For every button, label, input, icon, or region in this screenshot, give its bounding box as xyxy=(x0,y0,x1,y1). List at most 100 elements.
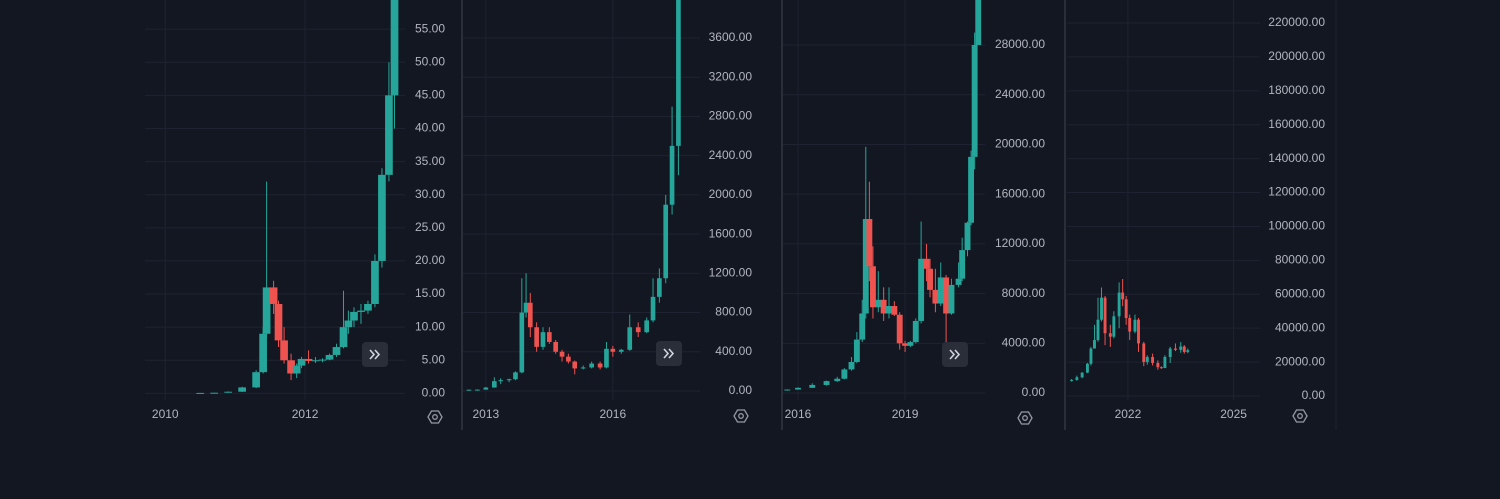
candle-body xyxy=(547,332,552,342)
candle-body xyxy=(498,380,503,382)
candle-body xyxy=(795,387,801,390)
candle-body xyxy=(1108,333,1112,337)
candle-body xyxy=(891,306,898,315)
x-tick-label: 2025 xyxy=(1220,407,1247,421)
scroll-button[interactable] xyxy=(656,341,682,366)
y-tick-label: 0.00 xyxy=(729,383,753,397)
candle-body xyxy=(809,384,816,388)
candle-body xyxy=(907,342,914,346)
candle-body xyxy=(506,379,512,381)
candle-body xyxy=(364,303,372,311)
x-tick-label: 2022 xyxy=(1115,407,1142,421)
candle-body xyxy=(862,219,869,314)
y-tick-label: 3200.00 xyxy=(709,69,753,83)
candle-body xyxy=(927,268,933,290)
candle-body xyxy=(274,303,283,341)
y-tick-label: 45.00 xyxy=(415,88,445,102)
candle-body xyxy=(650,296,656,321)
candle-body xyxy=(669,145,675,205)
candle-body xyxy=(859,313,866,340)
y-tick-label: 55.00 xyxy=(415,21,445,35)
candle-body xyxy=(287,360,295,374)
candle-body xyxy=(912,320,919,343)
candle-body xyxy=(937,277,944,304)
candle-body xyxy=(519,312,525,373)
y-tick-label: 4000.00 xyxy=(1002,335,1046,349)
candle-body xyxy=(344,320,353,328)
candle-body xyxy=(663,204,669,279)
candle-body xyxy=(280,340,288,361)
candle-body xyxy=(371,260,379,304)
candle-body xyxy=(332,347,341,355)
y-tick-label: 30.00 xyxy=(415,187,445,201)
y-tick-label: 200000.00 xyxy=(1268,49,1325,63)
candle-body xyxy=(823,381,830,385)
x-tick-label: 2013 xyxy=(473,407,500,421)
candle-body xyxy=(841,369,848,379)
y-tick-label: 10.00 xyxy=(415,319,445,333)
candle-body xyxy=(948,284,955,314)
candle-body xyxy=(902,343,909,346)
candles xyxy=(466,0,681,391)
y-tick-label: 35.00 xyxy=(415,154,445,168)
y-tick-label: 0.00 xyxy=(422,386,446,400)
candle-body xyxy=(1089,348,1093,364)
candle-body xyxy=(566,356,571,362)
candle-body xyxy=(553,341,559,352)
y-tick-label: 16000.00 xyxy=(995,186,1045,200)
candles xyxy=(1070,279,1190,382)
y-tick-label: 180000.00 xyxy=(1268,83,1325,97)
candle-body xyxy=(1133,319,1137,332)
candle-body xyxy=(325,354,334,360)
scroll-button[interactable] xyxy=(362,342,388,367)
y-tick-label: 400.00 xyxy=(715,344,752,358)
candle-body xyxy=(918,258,925,321)
candle-body xyxy=(1100,297,1103,320)
candle-body xyxy=(644,320,650,333)
candle-body xyxy=(1117,292,1121,317)
candle-body xyxy=(1145,357,1149,363)
candle-body xyxy=(923,258,930,269)
candle-body xyxy=(297,358,306,366)
candle-body xyxy=(269,287,278,304)
y-tick-label: 50.00 xyxy=(415,54,445,68)
scroll-button[interactable] xyxy=(942,342,968,367)
x-tick-label: 2016 xyxy=(785,407,812,421)
settings-icon[interactable] xyxy=(427,410,443,424)
candle-body xyxy=(466,389,472,391)
y-tick-label: 2000.00 xyxy=(709,187,753,201)
chart-panel: 0.00 20000.00 40000.00 60000.00 80000.00 1000… xyxy=(1067,0,1325,421)
candle-body xyxy=(635,327,641,333)
y-tick-label: 120000.00 xyxy=(1268,185,1325,199)
candle-body xyxy=(318,359,327,361)
y-tick-label: 2800.00 xyxy=(709,109,753,123)
candle-body xyxy=(1151,357,1155,363)
candle-body xyxy=(210,392,219,394)
candle-body xyxy=(491,381,497,388)
candle-body xyxy=(1112,316,1116,337)
y-tick-label: 1600.00 xyxy=(709,226,753,240)
candle-body xyxy=(676,0,681,146)
y-tick-label: 0.00 xyxy=(1022,385,1046,399)
candle-body xyxy=(610,348,616,352)
candle-body xyxy=(350,311,358,321)
candle-body xyxy=(339,327,348,348)
candle-body xyxy=(580,367,586,369)
y-tick-label: 80000.00 xyxy=(1275,253,1325,267)
y-tick-label: 2400.00 xyxy=(709,148,753,162)
settings-icon[interactable] xyxy=(1017,411,1033,425)
candle-body xyxy=(483,387,489,390)
candle-body xyxy=(540,332,546,347)
settings-icon[interactable] xyxy=(733,409,749,423)
y-tick-label: 40.00 xyxy=(415,121,445,135)
candle-body xyxy=(311,360,320,362)
candle-body xyxy=(1156,362,1160,368)
candle-body xyxy=(943,277,950,314)
y-tick-label: 8000.00 xyxy=(1002,286,1046,300)
candle-body xyxy=(238,387,246,392)
settings-icon[interactable] xyxy=(1292,409,1308,423)
candle-body xyxy=(971,44,978,157)
y-tick-label: 220000.00 xyxy=(1268,15,1325,29)
